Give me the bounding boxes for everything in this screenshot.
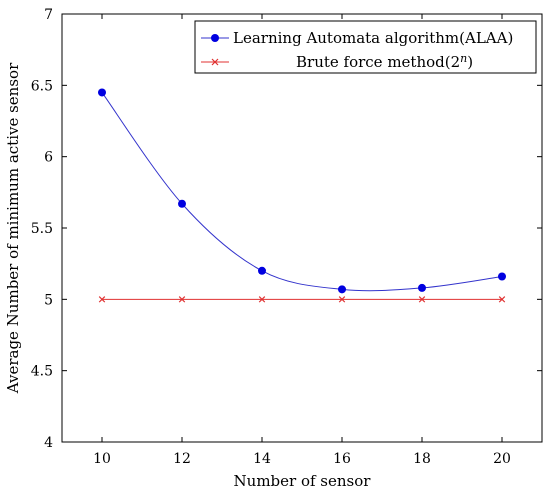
x-tick-label: 16: [333, 451, 351, 467]
axis-ticks: 10 12 14 16 18 20 4 4.5 5 5.5 6 6.5 7: [31, 7, 542, 467]
x-tick-label: 18: [413, 451, 431, 467]
data-point-1: [498, 296, 506, 303]
data-point-1: [178, 296, 186, 303]
y-tick-label: 5.5: [31, 221, 53, 237]
data-point-1: [258, 296, 266, 303]
data-point-0: [498, 272, 506, 281]
y-axis-title: Average Number of minimum active sensor: [4, 62, 22, 394]
x-axis-title: Number of sensor: [234, 472, 372, 490]
x-tick-label: 12: [173, 451, 191, 467]
legend-marker-alaa: [211, 34, 219, 42]
y-tick-label: 4.5: [31, 364, 53, 380]
y-tick-label: 5: [44, 292, 53, 308]
data-point-1: [418, 296, 426, 303]
legend-label-alaa: Learning Automata algorithm(ALAA): [233, 29, 513, 47]
legend: Learning Automata algorithm(ALAA) Brute …: [194, 20, 537, 74]
x-tick-label: 14: [253, 451, 271, 467]
data-point-0: [98, 88, 106, 97]
series-layer: [98, 88, 506, 303]
legend-label-brute-force-prefix: Brute force method(2: [296, 53, 460, 71]
legend-label-brute-force: Brute force method(2n): [296, 52, 473, 71]
data-point-0: [258, 266, 266, 275]
x-tick-label: 10: [93, 451, 111, 467]
data-point-0: [178, 199, 186, 208]
y-tick-label: 6.5: [31, 78, 53, 94]
plot-area: [61, 13, 543, 443]
y-tick-label: 6: [44, 150, 53, 166]
legend-box: [194, 20, 537, 74]
data-point-1: [98, 296, 106, 303]
y-tick-label: 4: [44, 435, 53, 451]
series-line-0: [101, 92, 503, 292]
legend-marker-brute-force: [211, 58, 219, 66]
legend-label-brute-force-sup: n: [460, 52, 467, 65]
data-point-0: [338, 285, 346, 294]
x-tick-label: 20: [493, 451, 511, 467]
y-tick-label: 7: [44, 7, 53, 23]
data-point-1: [338, 296, 346, 303]
data-point-0: [418, 283, 426, 292]
legend-label-brute-force-suffix: ): [467, 53, 473, 71]
